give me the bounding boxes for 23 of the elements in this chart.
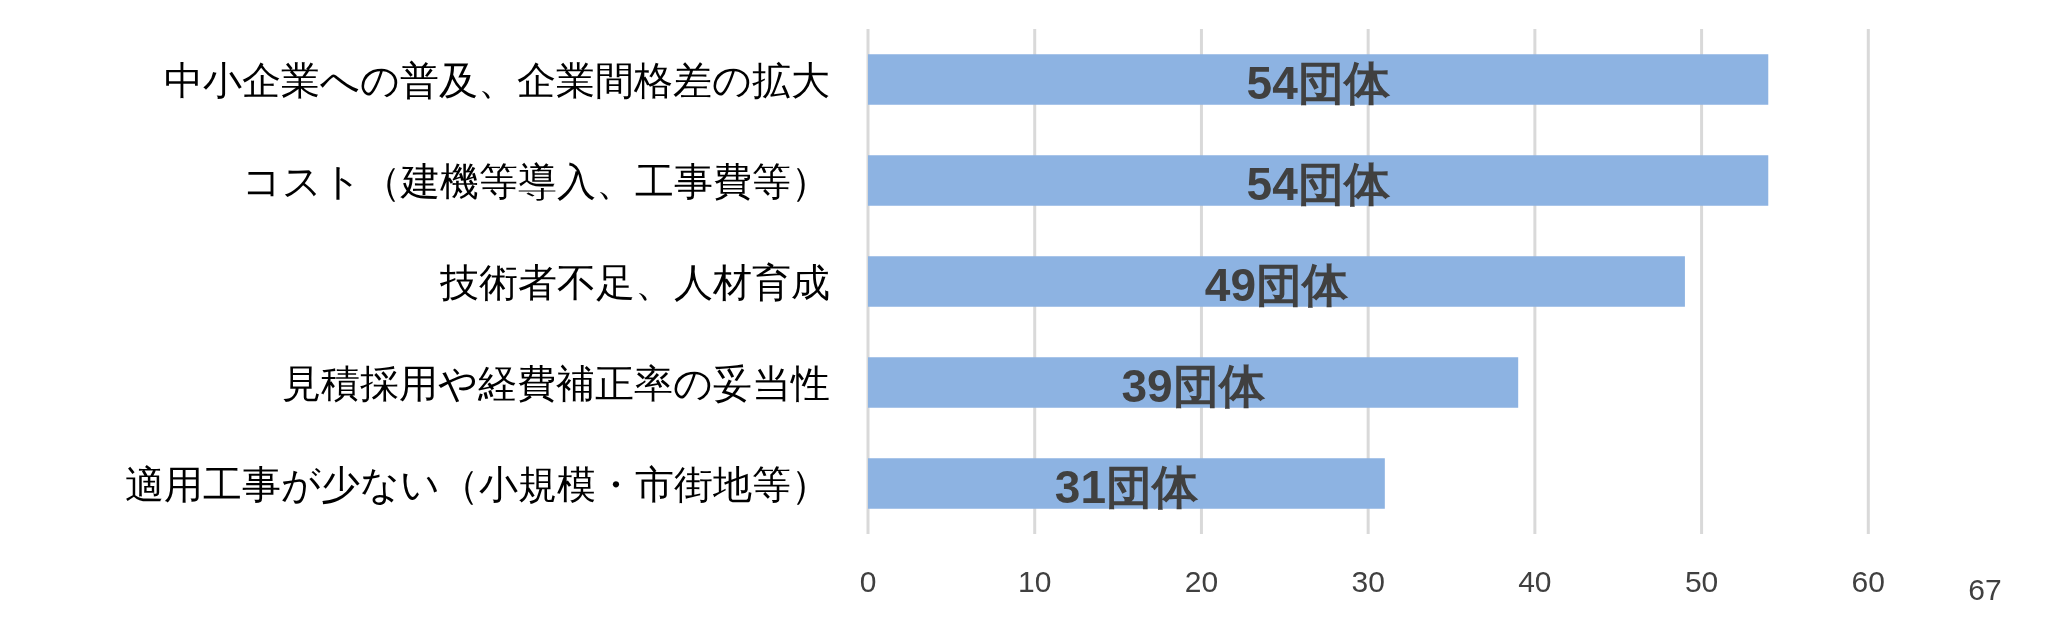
y-tick-label: 中小企業への普及、企業間格差の拡大 [164,58,830,102]
bar [868,155,1769,206]
bar [868,256,1685,307]
x-tick-label: 10 [1018,565,1052,598]
data-label: 54団体 [1246,157,1391,210]
bar [868,357,1519,408]
y-tick-label: 技術者不足、人材育成 [439,260,830,304]
x-tick-label: 60 [1851,565,1885,598]
data-label: 49団体 [1204,258,1350,311]
y-tick-label: 適用工事が少ない（小規模・市街地等） [125,462,830,506]
x-tick-label: 67 [1968,573,2002,606]
bar [868,54,1769,105]
data-label: 39団体 [1121,359,1266,412]
data-label: 54団体 [1246,56,1391,109]
y-tick-label: コスト（建機等導入、工事費等） [242,159,830,203]
data-label: 31団体 [1054,460,1199,513]
x-tick-label: 50 [1684,565,1719,598]
x-tick-label: 0 [859,565,877,598]
bar [868,458,1385,509]
x-tick-label: 30 [1351,565,1385,598]
y-tick-label: 見積採用や経費補正率の妥当性 [282,361,830,405]
x-tick-label: 40 [1518,565,1552,598]
x-tick-label: 20 [1184,565,1219,598]
